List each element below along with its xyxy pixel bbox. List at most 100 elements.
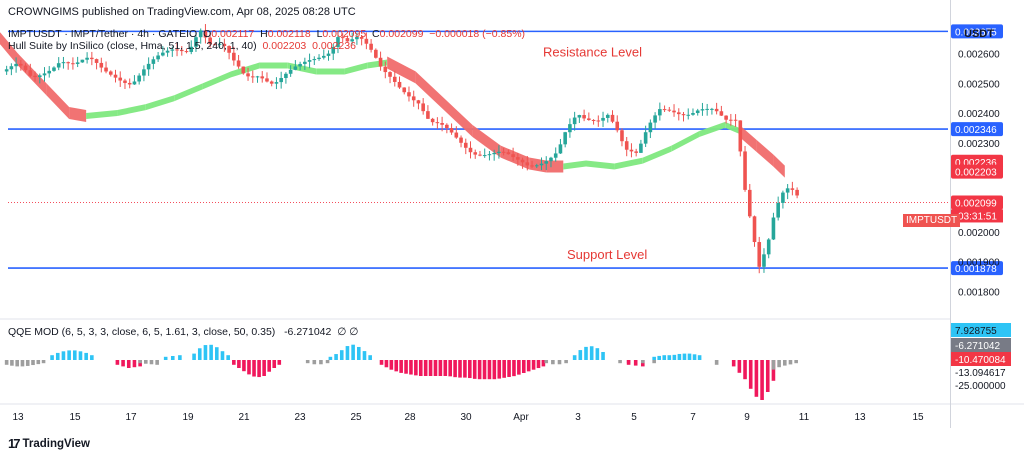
candle-body — [449, 128, 454, 133]
qqe-bar — [618, 360, 622, 364]
hull-suite-segment — [563, 160, 586, 170]
hull-suite-label[interactable]: Hull Suite by InSilico (close, Hma, 51, … — [8, 40, 257, 52]
qqe-bar — [626, 360, 631, 365]
hull-suite-segment — [614, 157, 643, 170]
candle-body — [317, 57, 321, 60]
tradingview-logo-text: TradingView — [22, 437, 90, 450]
qqe-bar — [544, 360, 549, 364]
qqe-bar — [203, 345, 208, 360]
candle-body — [577, 115, 582, 118]
hull-suite-segment — [0, 32, 18, 66]
qqe-axis-label: -25.000000 — [955, 381, 1006, 392]
qqe-bar — [394, 360, 399, 372]
hull-value-1: 0.002203 — [262, 40, 307, 52]
candle-body — [478, 154, 482, 156]
candle-body — [497, 151, 501, 153]
price-tag-bg — [951, 195, 1003, 210]
candle-body — [676, 112, 681, 115]
candle-body — [189, 46, 194, 52]
time-tick-label: Apr — [513, 412, 529, 423]
qqe-bar — [242, 360, 246, 372]
candle-body — [634, 151, 638, 153]
candle-body — [23, 65, 28, 71]
high-prefix: H — [260, 28, 268, 40]
time-tick-label: 25 — [350, 412, 362, 423]
change-value: −0.000018 (−0.85%) — [429, 28, 526, 40]
candle-body — [591, 119, 596, 121]
qqe-bar — [743, 360, 747, 380]
price-axis[interactable] — [950, 0, 1024, 428]
candle-body — [695, 110, 700, 114]
candle-body — [501, 151, 506, 153]
candle-body — [553, 153, 558, 158]
candle-body — [459, 137, 463, 143]
candle-body — [99, 62, 104, 68]
price-tag: 0.002236 — [955, 158, 997, 169]
low-value: 0.002095 — [322, 28, 367, 40]
candle-body — [402, 87, 407, 93]
candle-body — [241, 66, 246, 74]
qqe-axis-label: -13.094617 — [955, 368, 1006, 379]
candle-body — [288, 69, 293, 74]
close-prefix: C — [372, 28, 380, 40]
hull-suite-segment — [202, 71, 231, 90]
candle-body — [123, 80, 127, 83]
qqe-bar — [115, 360, 120, 365]
qqe-bar — [31, 360, 35, 366]
price-tick-label: 0.002500 — [958, 79, 1000, 90]
candle-body — [719, 111, 724, 116]
candle-body — [85, 57, 89, 60]
qqe-bar — [305, 360, 310, 364]
qqe-bar — [487, 360, 492, 380]
candle-body — [269, 81, 274, 84]
qqe-bar — [404, 360, 408, 374]
qqe-bar — [237, 360, 241, 368]
qqe-bar — [319, 360, 323, 365]
qqe-bar — [677, 353, 682, 360]
hull-suite-segment — [69, 107, 87, 123]
time-tick-label: 23 — [294, 412, 306, 423]
candle-body — [530, 165, 534, 167]
price-tick-label: 0.002600 — [958, 50, 1000, 61]
open-prefix: O — [203, 28, 212, 40]
candle-body — [525, 162, 530, 166]
qqe-bar — [409, 360, 413, 375]
candle-body — [785, 188, 790, 193]
tradingview-logo[interactable]: 17 TradingView — [8, 436, 90, 451]
candle-body — [544, 161, 549, 164]
symbol-description[interactable]: IMPTUSDT · IMPT/Tether · 4h · GATEIO — [8, 28, 198, 40]
qqe-bar — [163, 356, 168, 360]
hull-suite-segment — [699, 121, 726, 137]
candle-body — [108, 71, 113, 75]
candle-body — [601, 117, 605, 121]
hull-suite-segment — [86, 110, 118, 120]
candle-body — [686, 114, 691, 116]
candle-body — [790, 188, 795, 190]
hull-suite-segment — [344, 62, 368, 75]
time-tick-label: 19 — [182, 412, 194, 423]
currency-label[interactable]: USDT — [964, 28, 994, 40]
qqe-bar — [121, 360, 125, 367]
candle-body — [747, 189, 752, 217]
hull-suite-segment — [259, 62, 288, 69]
candle-body — [184, 51, 189, 53]
hull-suite-segment — [46, 83, 70, 120]
candle-body — [539, 163, 544, 166]
qqe-label[interactable]: QQE MOD (6, 5, 3, 3, close, 6, 5, 1.61, … — [8, 326, 276, 338]
candle-body — [558, 144, 563, 154]
qqe-bar — [448, 360, 452, 377]
resistance-level-annotation: Resistance Level — [543, 44, 642, 59]
qqe-bar — [771, 360, 776, 381]
candle-body — [392, 76, 397, 82]
candle-body — [605, 114, 610, 118]
qqe-bar — [262, 360, 266, 376]
candle-body — [146, 63, 151, 70]
qqe-bar — [423, 360, 428, 376]
candle-body — [165, 50, 170, 53]
candle-body — [624, 141, 629, 150]
candle-body — [307, 60, 312, 62]
qqe-axis-label: -6.271042 — [955, 341, 1000, 352]
qqe-bar — [731, 360, 736, 367]
time-tick-label: 7 — [690, 412, 696, 423]
candle-body — [61, 62, 66, 64]
